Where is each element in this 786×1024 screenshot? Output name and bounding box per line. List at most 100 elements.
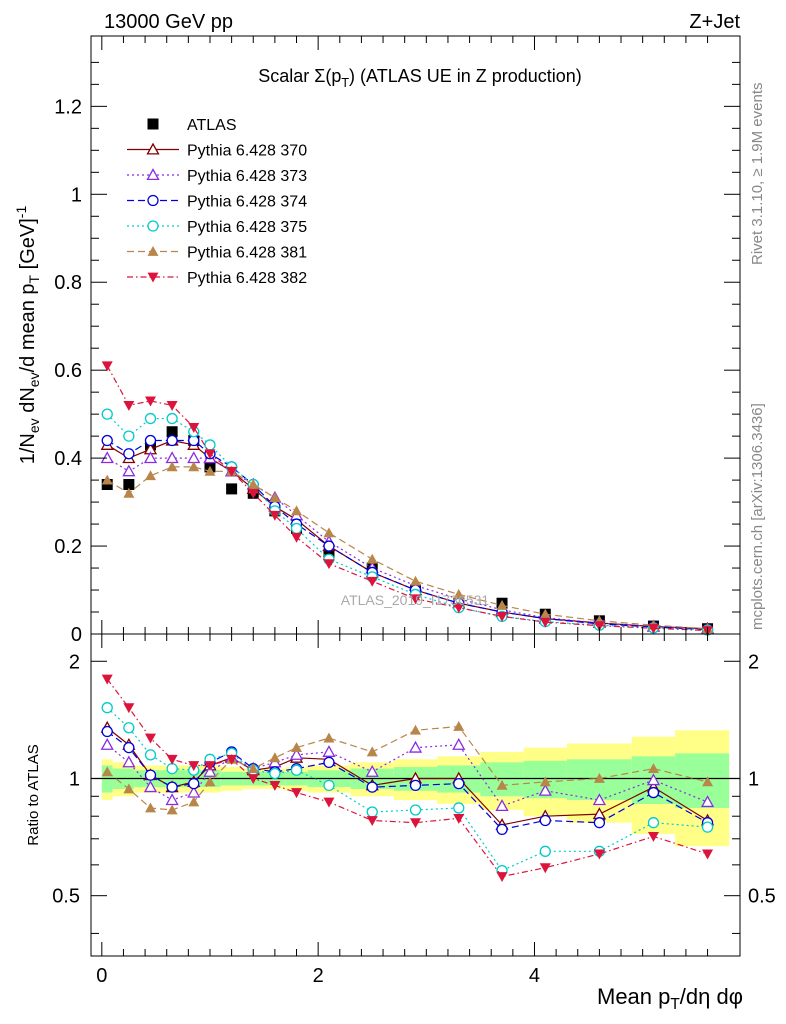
main-series-6	[101, 361, 714, 636]
legend-entry-5: Pythia 6.428 381	[127, 245, 307, 262]
main-point-6-9	[291, 532, 303, 543]
main-point-2-1	[122, 464, 136, 477]
legend-marker-4	[147, 220, 159, 232]
y-tick-label: 0.2	[54, 536, 82, 558]
y-tick-label: 0.8	[54, 272, 82, 294]
legend-entry-4: Pythia 6.428 375	[127, 219, 307, 236]
legend-label-5: Pythia 6.428 381	[187, 245, 307, 262]
main-point-0-6	[226, 483, 238, 495]
main-point-4-2	[144, 412, 157, 425]
ratio-y-axis-label: Ratio to ATLAS	[25, 744, 42, 845]
main-point-4-0	[101, 408, 113, 420]
ratio-point-1-1	[122, 755, 136, 768]
watermark-label: ATLAS_2019_I1736531	[341, 592, 490, 608]
main-point-5-3	[166, 461, 178, 472]
legend: ATLAS Pythia 6.428 370 Pythia 6.428 373 Pyt…	[127, 117, 307, 287]
ratio-point-1-18	[700, 795, 715, 808]
ratio-point-4-15	[539, 776, 551, 787]
legend-marker-0	[147, 118, 159, 130]
main-point-5-2	[144, 470, 156, 481]
ratio-point-1-5	[203, 765, 217, 777]
main-point-6-15	[539, 617, 551, 628]
ratio-point-5-16	[593, 849, 605, 860]
main-point-3-10	[323, 540, 335, 552]
ratio-point-4-0	[101, 766, 113, 777]
ratio-point-5-14	[496, 872, 508, 883]
x-axis-label: Mean pT/dη dφ	[597, 984, 743, 1013]
ratio-point-3-18	[701, 821, 714, 833]
ratio-point-2-12	[409, 779, 422, 792]
ratio-point-4-4	[188, 796, 200, 807]
ratio-y-tick-label: 0.5	[52, 886, 80, 908]
main-point-6-14	[496, 612, 508, 622]
ratio-point-4-16	[593, 772, 605, 783]
ratio-point-4-5	[204, 776, 216, 787]
main-point-5-0	[101, 474, 113, 485]
ratio-y-tick-label: 1	[69, 768, 80, 790]
ratio-y-tick-label-right: 0.5	[748, 886, 776, 908]
ratio-point-1-11	[365, 765, 379, 777]
legend-label-2: Pythia 6.428 373	[187, 168, 307, 185]
mcplots-credit-label: mcplots.cern.ch [arXiv:1306.3436]	[749, 403, 766, 630]
y-tick-label: 0.4	[54, 448, 82, 470]
legend-label-3: Pythia 6.428 374	[187, 194, 307, 211]
ratio-point-2-10	[323, 756, 335, 769]
ratio-point-2-13	[453, 777, 465, 790]
ratio-point-5-6	[226, 754, 238, 765]
ratio-point-3-3	[166, 762, 178, 775]
ratio-point-4-10	[323, 732, 335, 743]
main-point-3-1	[123, 448, 135, 460]
y-tick-label: 0	[71, 624, 82, 646]
main-point-3-3	[166, 434, 178, 447]
main-y-axis-label: 1/Nev dNev/d mean pT [GeV]-1	[13, 206, 42, 465]
ratio-point-2-17	[647, 786, 660, 799]
main-point-6-2	[144, 396, 156, 407]
ratio-point-5-17	[647, 831, 659, 842]
legend-marker-5	[147, 246, 159, 256]
ratio-series-3	[101, 702, 714, 877]
main-point-5-8	[269, 492, 281, 503]
x-tick-label: 2	[313, 965, 324, 987]
ratio-point-5-1	[123, 703, 135, 714]
ratio-point-4-13	[453, 720, 465, 731]
ratio-point-4-11	[366, 746, 378, 757]
ratio-point-3-8	[269, 767, 281, 780]
header-right-text: Z+Jet	[689, 11, 740, 33]
ratio-point-3-1	[123, 722, 135, 734]
main-point-6-12	[410, 594, 421, 605]
ratio-point-2-3	[166, 781, 178, 793]
header-left-text: 13000 GeV pp	[104, 11, 233, 33]
ratio-point-3-12	[409, 804, 422, 816]
main-point-6-10	[323, 559, 335, 570]
main-point-5-11	[366, 553, 378, 564]
main-point-6-4	[188, 422, 200, 433]
ratio-point-2-11	[366, 781, 378, 793]
ratio-y-tick-label-right: 2	[748, 651, 759, 673]
ratio-point-5-5	[204, 761, 216, 771]
main-point-5-12	[410, 575, 421, 586]
legend-entry-3: Pythia 6.428 374	[127, 194, 307, 211]
main-point-5-13	[453, 588, 465, 599]
ratio-point-2-16	[593, 817, 606, 829]
main-point-6-8	[269, 510, 281, 521]
legend-marker-2	[146, 168, 160, 181]
ratio-point-1-0	[100, 738, 114, 750]
ratio-point-5-18	[702, 849, 714, 860]
ratio-point-5-13	[453, 813, 465, 824]
main-point-6-1	[123, 400, 135, 411]
main-point-6-5	[204, 449, 216, 460]
ratio-point-5-0	[101, 674, 113, 685]
ratio-point-3-13	[453, 802, 465, 814]
ratio-point-5-7	[247, 774, 259, 784]
ratio-point-4-18	[702, 776, 714, 787]
ratio-y-tick-label: 2	[69, 651, 80, 673]
ratio-point-2-0	[101, 725, 113, 738]
ratio-point-2-1	[123, 741, 135, 754]
ratio-point-4-9	[291, 742, 303, 753]
legend-label-1: Pythia 6.428 370	[187, 143, 307, 160]
legend-entry-2: Pythia 6.428 373	[127, 168, 307, 185]
main-point-0-3	[166, 426, 178, 438]
ratio-point-4-17	[647, 763, 659, 774]
main-point-4-3	[166, 412, 178, 425]
